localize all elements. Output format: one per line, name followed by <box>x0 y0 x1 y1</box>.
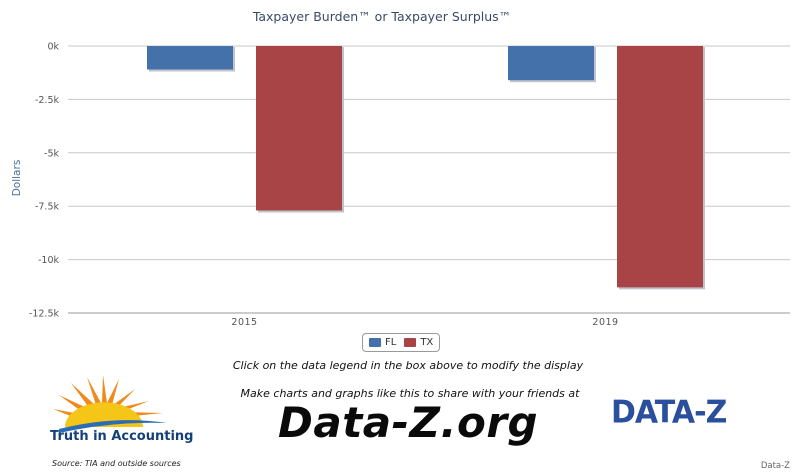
y-tick-label: -10k <box>38 255 60 266</box>
legend-hint: Click on the data legend in the box abov… <box>232 359 584 372</box>
legend-item-fl[interactable]: FL <box>369 337 396 348</box>
tia-logo-text: Truth in Accounting <box>50 429 194 444</box>
legend-label-tx: TX <box>420 337 434 348</box>
y-tick-label: -7.5k <box>35 202 60 213</box>
chart-title: Taxpayer Burden™ or Taxpayer Surplus™ <box>252 9 511 24</box>
truth-in-accounting-logo-icon <box>53 375 167 433</box>
x-tick-label: 2015 <box>231 317 257 328</box>
y-tick-label: -12.5k <box>29 309 60 320</box>
legend-swatch-tx <box>404 338 417 347</box>
bar-tx-2015[interactable] <box>256 46 342 211</box>
promo-url[interactable]: Data-Z.org <box>278 398 539 447</box>
bar-tx-2019[interactable] <box>617 46 703 288</box>
y-axis-label: Dollars <box>11 160 23 197</box>
y-tick-label: 0k <box>47 42 59 53</box>
y-axis-ticks: 0k -2.5k -5k -7.5k -10k -12.5k <box>29 42 60 320</box>
x-axis-ticks: 2015 2019 <box>231 317 618 328</box>
y-tick-label: -5k <box>44 148 59 159</box>
x-tick-label: 2019 <box>592 317 618 328</box>
bar-fl-2015[interactable] <box>147 46 233 70</box>
legend-label-fl: FL <box>385 337 397 348</box>
legend-item-tx[interactable]: TX <box>404 337 433 348</box>
bars <box>147 46 705 290</box>
promo-text: Make charts and graphs like this to shar… <box>240 387 580 400</box>
data-z-logo: DATA-Z <box>611 394 727 431</box>
bar-fl-2019[interactable] <box>508 46 594 81</box>
y-tick-label: -2.5k <box>35 95 60 106</box>
legend[interactable]: FL TX <box>362 333 441 352</box>
chart-credit: Data-Z <box>760 461 790 471</box>
legend-swatch-fl <box>369 338 381 347</box>
source-note: Source: TIA and outside sources <box>52 459 181 468</box>
